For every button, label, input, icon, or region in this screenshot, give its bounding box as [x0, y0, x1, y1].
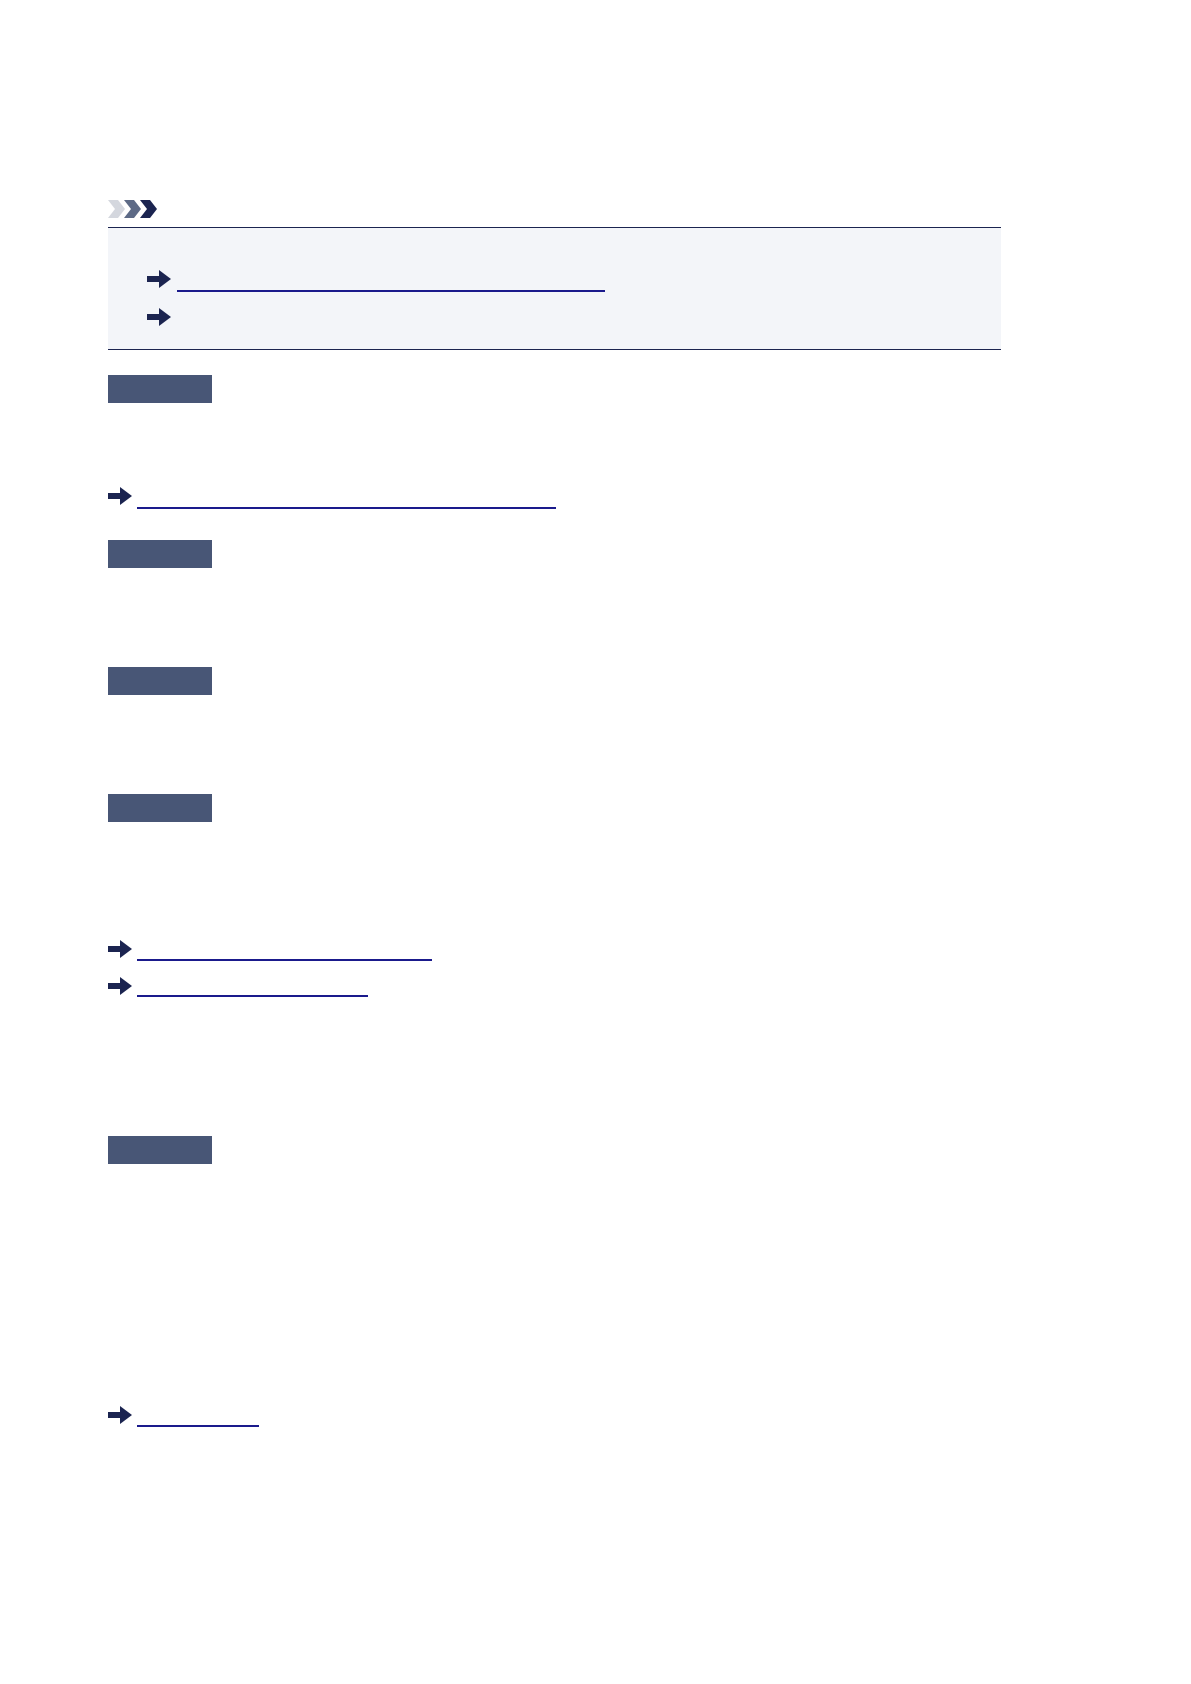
section-link[interactable]	[137, 995, 368, 997]
right-arrow-icon	[108, 977, 132, 995]
section-heading-bar	[108, 375, 212, 403]
section-heading-bar	[108, 540, 212, 568]
note-link-1[interactable]	[177, 290, 605, 292]
right-arrow-icon	[108, 487, 132, 505]
section-link[interactable]	[137, 959, 432, 961]
section-heading-bar	[108, 794, 212, 822]
section-heading-bar	[108, 667, 212, 695]
right-arrow-icon	[147, 308, 171, 326]
section-heading-bar	[108, 1136, 212, 1164]
right-arrow-icon	[108, 940, 132, 958]
right-arrow-icon	[108, 1406, 132, 1424]
right-arrow-icon	[147, 270, 171, 288]
section-link[interactable]	[137, 1425, 259, 1427]
note-chevrons-icon	[108, 200, 157, 218]
section-link[interactable]	[137, 507, 556, 509]
note-box	[108, 227, 1001, 350]
